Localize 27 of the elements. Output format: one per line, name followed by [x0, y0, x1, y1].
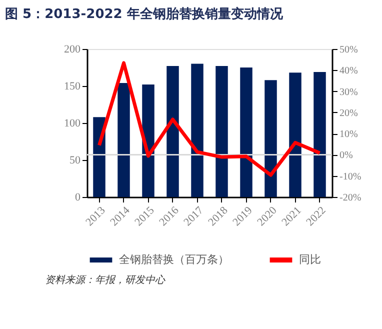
y2-tick-label: 10%: [340, 129, 358, 140]
y-tick-label: 0: [75, 192, 81, 204]
y2-tick-label: 50%: [340, 44, 358, 56]
y2-tick-label: -20%: [340, 192, 362, 204]
legend-label: 同比: [299, 253, 321, 266]
y2-tick-label: 20%: [340, 108, 358, 119]
bar: [289, 72, 302, 197]
y-tick-label: 200: [64, 44, 81, 56]
bar: [314, 72, 326, 197]
bar: [264, 80, 277, 197]
line-series: [98, 61, 322, 177]
bar: [118, 83, 130, 197]
y2-tick-label: 0%: [340, 150, 353, 162]
y2-tick-label: 40%: [340, 66, 358, 77]
bar: [240, 68, 252, 197]
bar: [166, 66, 179, 197]
y2-tick-label: -10%: [340, 171, 362, 182]
bar: [191, 64, 204, 197]
bar: [216, 66, 228, 197]
bar: [142, 84, 154, 197]
chart-title: 图 5：2013-2022 年全钢胎替换销量变动情况: [5, 6, 284, 22]
y-tick-label: 50: [70, 154, 81, 166]
y-tick-label: 100: [64, 118, 81, 130]
legend-label: 全钢胎替换（百万条）: [119, 253, 229, 266]
text: 资料来源：年报，研发中心: [45, 274, 166, 286]
y2-tick-label: 30%: [340, 86, 358, 98]
y-tick-label: 150: [64, 80, 81, 92]
